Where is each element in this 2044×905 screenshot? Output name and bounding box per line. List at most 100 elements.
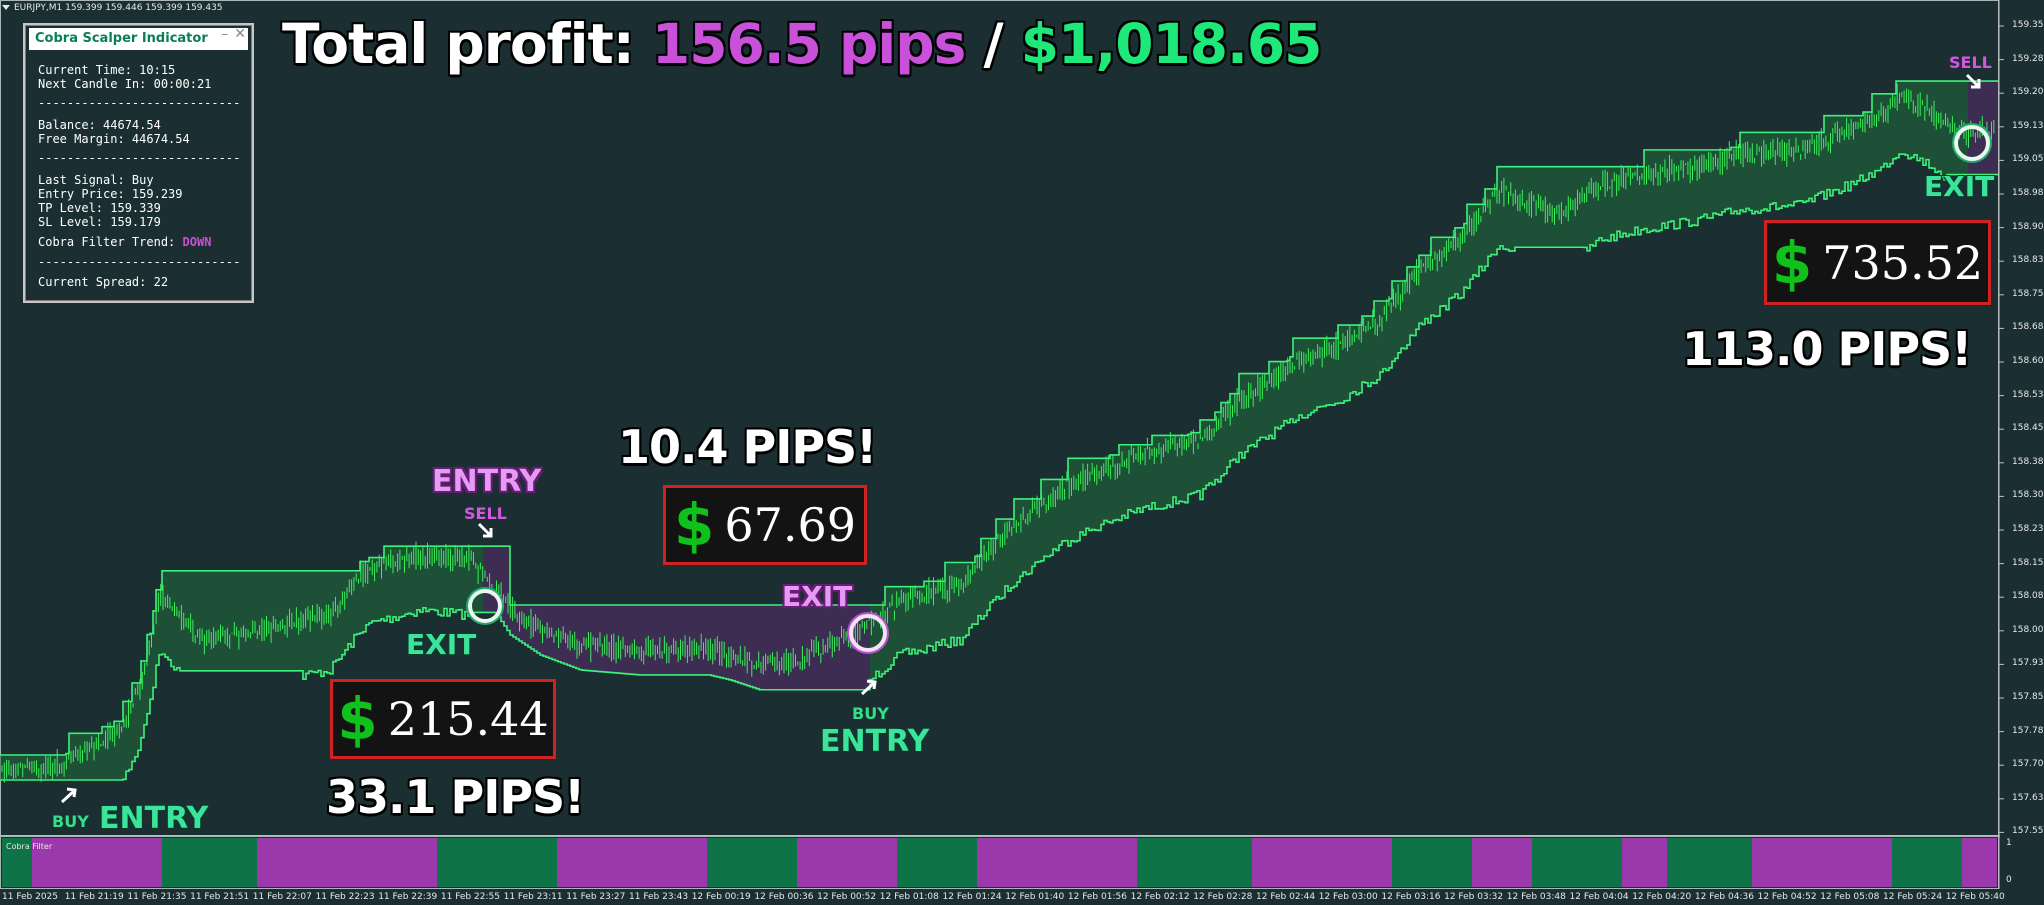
- cloud-fill: [405, 546, 408, 615]
- cloud-fill: [1128, 444, 1131, 510]
- cloud-fill: [1233, 393, 1236, 460]
- cloud-fill: [909, 586, 912, 654]
- cloud-fill: [351, 570, 354, 648]
- cloud-fill: [147, 634, 150, 714]
- cloud-fill: [219, 570, 222, 671]
- cloud-fill: [402, 546, 405, 617]
- cloud-fill: [1509, 166, 1512, 252]
- cloud-fill: [954, 562, 957, 646]
- cloud-fill: [1041, 479, 1044, 561]
- cloud-fill: [1941, 81, 1944, 178]
- dollar-icon: $: [1771, 228, 1813, 297]
- cloud-fill: [1854, 115, 1857, 185]
- cloud-fill: [1434, 237, 1437, 317]
- cloud-fill: [492, 546, 495, 613]
- cloud-fill: [1113, 454, 1116, 521]
- cloud-fill: [339, 570, 342, 660]
- cloud-fill: [306, 570, 309, 674]
- cloud-fill: [411, 546, 414, 615]
- cloud-fill: [1767, 132, 1770, 211]
- cloud-fill: [1788, 132, 1791, 205]
- cloud-fill: [771, 605, 774, 690]
- indicator-label: Cobra Filter: [6, 842, 53, 851]
- cloud-fill: [1851, 115, 1854, 182]
- cloud-fill: [747, 605, 750, 686]
- cloud-fill: [501, 546, 504, 622]
- cloud-fill: [150, 633, 153, 700]
- cloud-fill: [969, 562, 972, 628]
- cloud-fill: [1755, 132, 1758, 212]
- cloud-fill: [1299, 338, 1302, 416]
- cloud-fill: [1449, 237, 1452, 299]
- tp-level: TP Level: 159.339: [38, 201, 161, 215]
- cloud-fill: [1467, 204, 1470, 289]
- cloud-fill: [1038, 498, 1041, 562]
- cloud-fill: [1026, 498, 1029, 575]
- cloud-fill: [744, 605, 747, 685]
- cloud-fill: [1314, 338, 1317, 411]
- time-tick: 12 Feb 02:12: [1130, 892, 1190, 902]
- cloud-fill: [1215, 412, 1218, 480]
- cloud-fill: [1917, 81, 1920, 161]
- exit-circle: [1954, 125, 1990, 161]
- cloud-fill: [1389, 298, 1392, 368]
- cloud-fill: [129, 701, 132, 770]
- cloud-fill: [1392, 280, 1395, 362]
- cloud-fill: [1293, 338, 1296, 423]
- cloud-fill: [1950, 81, 1953, 175]
- cloud-fill: [1662, 149, 1665, 224]
- cloud-fill: [438, 546, 441, 615]
- cloud-fill: [1698, 149, 1701, 219]
- cloud-fill: [399, 546, 402, 618]
- cloud-fill: [1623, 166, 1626, 234]
- indicator-bar: [1252, 838, 1392, 887]
- cloud-fill: [117, 721, 120, 780]
- cloud-fill: [141, 660, 144, 738]
- cloud-fill: [267, 570, 270, 671]
- cloud-fill: [465, 546, 468, 612]
- cloud-fill: [1752, 132, 1755, 214]
- indicator-bar: [1472, 838, 1532, 887]
- cloud-fill: [201, 570, 204, 671]
- cloud-fill: [1317, 338, 1320, 408]
- cloud-fill: [513, 605, 516, 637]
- time-tick: 11 Feb 22:55: [440, 892, 500, 902]
- cloud-fill: [1206, 419, 1209, 486]
- cloud-fill: [174, 570, 177, 670]
- time-tick: 11 Feb 23:11: [503, 892, 563, 902]
- time-tick: 11 Feb 22:07: [252, 892, 312, 902]
- cloud-fill: [168, 570, 171, 660]
- indicator-min: 0: [2006, 875, 2012, 885]
- cloud-fill: [75, 733, 78, 780]
- cloud-fill: [1281, 361, 1284, 426]
- headline: Total profit: 156.5 pips / $1,018.65: [282, 12, 1322, 76]
- indicator-bar: [1667, 838, 1752, 887]
- minimize-icon[interactable]: –: [221, 27, 229, 42]
- cloud-fill: [291, 570, 294, 671]
- dropdown-arrow-icon[interactable]: [2, 5, 10, 10]
- cloud-fill: [372, 557, 375, 621]
- cloud-fill: [1668, 149, 1671, 222]
- cloud-fill: [1050, 479, 1053, 556]
- cloud-fill: [1179, 435, 1182, 502]
- cloud-fill: [246, 570, 249, 671]
- cloud-fill: [1908, 81, 1911, 159]
- cloud-fill: [990, 538, 993, 603]
- cloud-fill: [1827, 115, 1830, 190]
- cloud-fill: [1725, 149, 1728, 210]
- cloud-fill: [915, 586, 918, 654]
- cloud-fill: [537, 605, 540, 653]
- cloud-fill: [648, 605, 651, 675]
- cloud-fill: [1689, 149, 1692, 227]
- cloud-fill: [447, 546, 450, 616]
- close-icon[interactable]: ✕: [234, 26, 246, 42]
- cloud-fill: [1809, 132, 1812, 199]
- price-tick: 157.855: [2012, 692, 2044, 702]
- cloud-fill: [207, 570, 210, 671]
- cloud-fill: [1194, 432, 1197, 493]
- cloud-fill: [1056, 479, 1059, 551]
- cloud-fill: [1893, 93, 1896, 159]
- cloud-fill: [1338, 325, 1341, 404]
- cloud-fill: [591, 605, 594, 671]
